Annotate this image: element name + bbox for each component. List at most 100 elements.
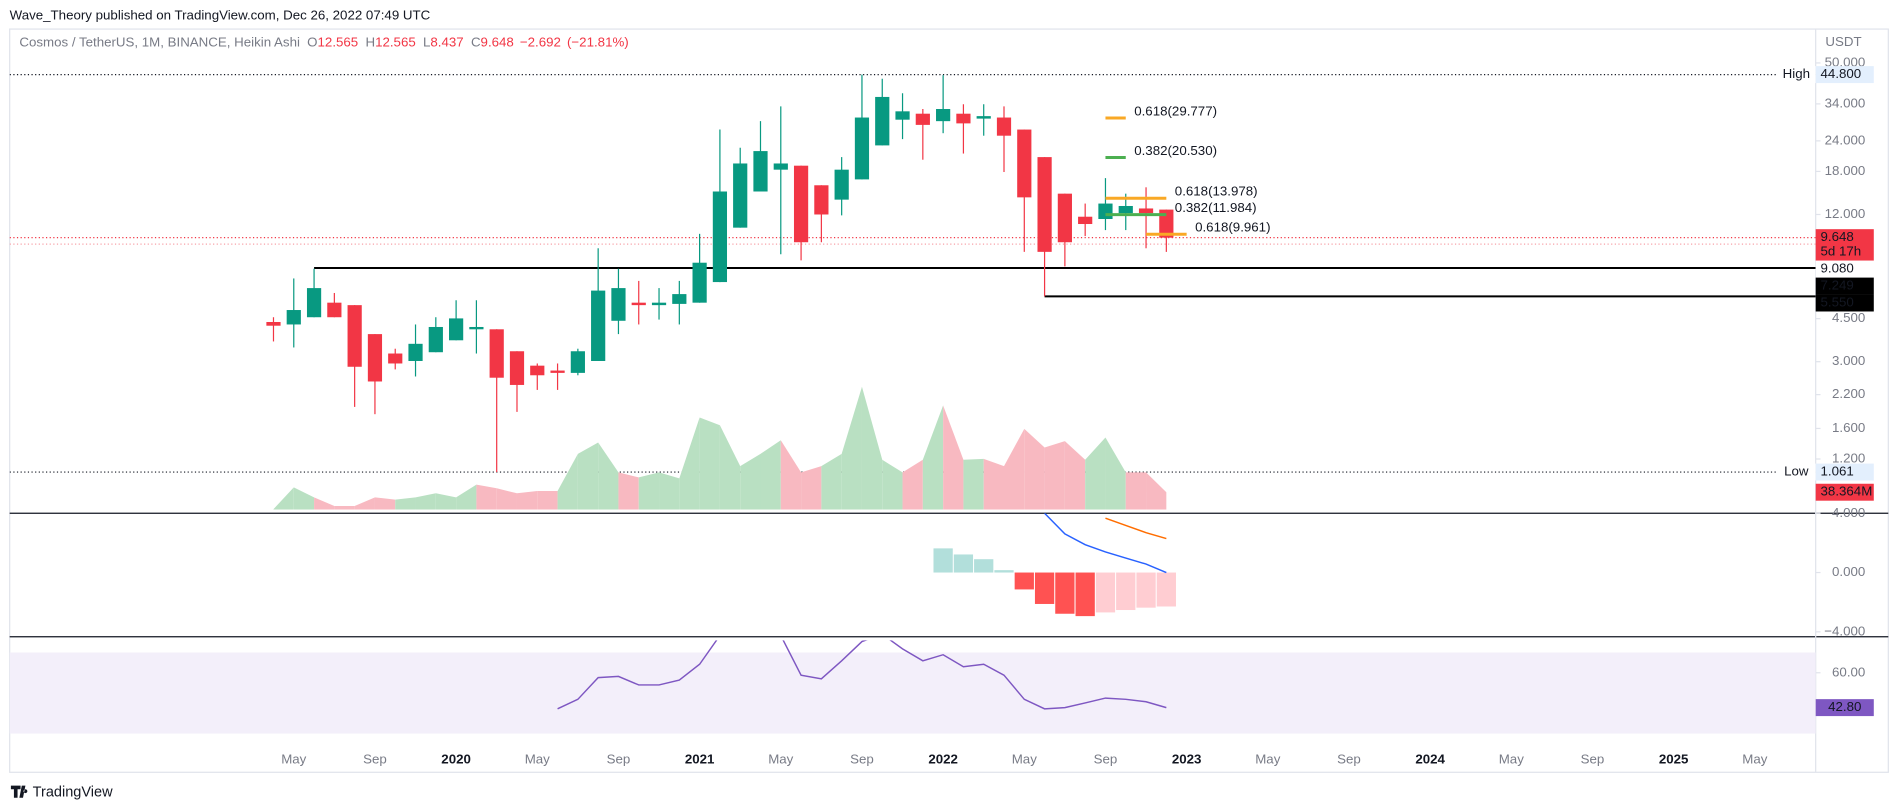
x-tick-label: May	[1255, 752, 1280, 767]
price-tag-extra: 5d 17h	[1821, 244, 1862, 259]
legend: Cosmos / TetherUS, 1M, BINANCE, Heikin A…	[19, 34, 628, 49]
candle-body	[651, 302, 667, 306]
extreme-name: High	[1783, 66, 1810, 81]
x-tick-label: 2022	[928, 752, 958, 767]
candle-body	[976, 116, 991, 119]
legend-key: O	[307, 34, 317, 49]
volume-area	[740, 453, 761, 510]
candle-body	[996, 117, 1012, 136]
volume-area	[1004, 428, 1025, 510]
y-tick-label: 4.000	[1832, 505, 1865, 520]
fib-label: 0.618(9.961)	[1195, 220, 1270, 235]
candle-body	[306, 288, 322, 318]
candle-body	[956, 113, 971, 124]
volume-area	[1024, 428, 1045, 510]
published-line: Wave_Theory published on TradingView.com…	[10, 7, 431, 22]
candle-body	[550, 370, 565, 373]
legend-value: 8.437	[430, 34, 463, 49]
y-tick-label: 1.200	[1832, 451, 1865, 466]
volume-area	[841, 386, 862, 510]
volume-area	[415, 493, 436, 510]
macd-histogram-bar	[974, 559, 994, 573]
volume-area	[963, 458, 984, 510]
volume	[273, 386, 1167, 510]
macd-histogram-bar	[1136, 572, 1156, 608]
rsi-band	[9, 652, 1816, 734]
price-tag-box	[1815, 229, 1874, 261]
price-tag: 9.648	[1821, 229, 1854, 244]
x-tick-label: Sep	[1094, 752, 1118, 767]
volume-area	[699, 417, 720, 510]
y-tick-label: 0.000	[1832, 564, 1865, 579]
y-tick-label: 18.000	[1825, 163, 1866, 178]
macd-histogram-bar	[933, 548, 953, 573]
extreme-value-box	[1815, 463, 1874, 481]
extreme-value-box	[1815, 66, 1874, 84]
y-tick-label: 2.200	[1832, 386, 1865, 401]
candle-body	[408, 343, 423, 361]
x-tick-label: May	[1012, 752, 1037, 767]
candle-body	[834, 169, 849, 200]
price-tag: 9.080	[1821, 261, 1854, 276]
x-tick-label: 2021	[685, 752, 715, 767]
macd-histogram-bar	[1055, 572, 1075, 614]
y-tick-label: 4.500	[1832, 310, 1865, 325]
x-tick-label: May	[525, 752, 550, 767]
x-tick-label: May	[281, 752, 306, 767]
candle-body	[286, 310, 301, 325]
volume-area	[638, 472, 660, 510]
macd-histogram-bar	[1034, 572, 1055, 604]
volume-area	[760, 440, 781, 510]
x-tick-label: Sep	[607, 752, 631, 767]
extreme-name-box	[1776, 463, 1816, 481]
volume-area	[1064, 441, 1086, 510]
volume-area	[1146, 472, 1167, 510]
y-tick-label: 3.000	[1832, 353, 1865, 368]
candle-body	[692, 262, 707, 303]
brand-logo	[10, 785, 28, 798]
volume-area	[1105, 437, 1126, 510]
macd-histogram-bar	[1156, 572, 1176, 607]
macd-pane	[933, 513, 1176, 617]
candle-body	[1078, 216, 1093, 225]
candle-body	[1118, 205, 1133, 214]
extreme-name: Low	[1784, 464, 1809, 479]
candle-body	[570, 351, 585, 373]
volume-area	[1044, 441, 1065, 510]
candle-body	[936, 109, 951, 122]
legend-key: C	[471, 34, 481, 49]
legend-value: 12.565	[318, 34, 359, 49]
volume-area	[679, 417, 700, 510]
volume-area	[821, 453, 842, 510]
fib-label: 0.382(20.530)	[1134, 143, 1217, 158]
macd-histogram-bar	[1116, 572, 1136, 611]
volume-area	[354, 497, 375, 510]
volume-area	[456, 484, 477, 510]
rsi-line	[557, 640, 1167, 710]
volume-area	[395, 497, 416, 510]
fib-label: 0.618(13.978)	[1175, 184, 1258, 199]
x-tick-label: Sep	[850, 752, 874, 767]
candle-body	[449, 318, 464, 341]
volume-area	[537, 491, 558, 510]
candle-body	[631, 302, 646, 306]
candle-body	[915, 113, 930, 125]
extreme-value: 44.800	[1821, 66, 1862, 81]
candle-body	[611, 288, 626, 321]
candle-body	[1098, 203, 1113, 220]
volume-area	[922, 405, 944, 510]
volume-area	[801, 466, 822, 510]
price-tag-box	[1815, 483, 1874, 501]
legend-change: (−21.81%)	[567, 34, 629, 49]
y-tick-label: 50.000	[1825, 54, 1866, 69]
legend-key: L	[423, 34, 430, 49]
candle-body	[428, 326, 443, 353]
volume-area	[943, 405, 964, 510]
signal-line	[1105, 517, 1167, 540]
candle-body	[875, 96, 890, 146]
x-tick-label: 2023	[1172, 752, 1202, 767]
x-tick-label: 2024	[1415, 752, 1445, 767]
candle-body	[347, 305, 362, 367]
legend-title: Cosmos / TetherUS, 1M, BINANCE, Heikin A…	[19, 34, 300, 49]
